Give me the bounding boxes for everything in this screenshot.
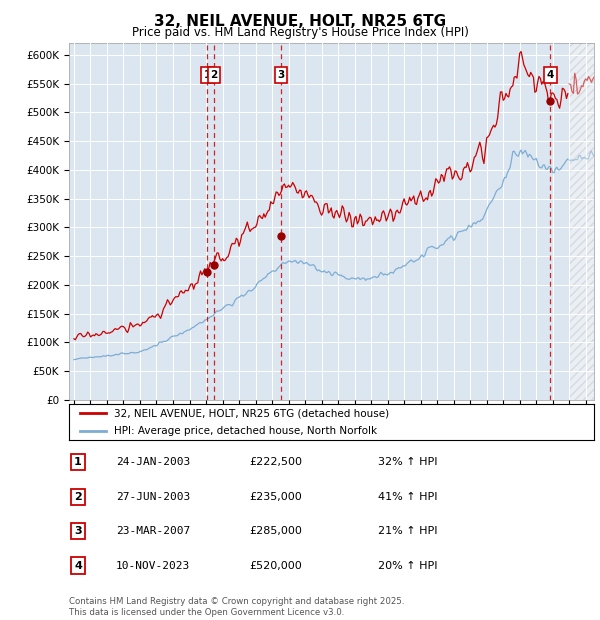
Text: 32, NEIL AVENUE, HOLT, NR25 6TG: 32, NEIL AVENUE, HOLT, NR25 6TG bbox=[154, 14, 446, 29]
Text: 21% ↑ HPI: 21% ↑ HPI bbox=[378, 526, 437, 536]
Text: £285,000: £285,000 bbox=[250, 526, 302, 536]
Text: 27-JUN-2003: 27-JUN-2003 bbox=[116, 492, 190, 502]
Text: 4: 4 bbox=[74, 560, 82, 570]
Text: Contains HM Land Registry data © Crown copyright and database right 2025.
This d: Contains HM Land Registry data © Crown c… bbox=[69, 598, 404, 617]
Text: 2: 2 bbox=[74, 492, 82, 502]
Text: 10-NOV-2023: 10-NOV-2023 bbox=[116, 560, 190, 570]
Text: £520,000: £520,000 bbox=[250, 560, 302, 570]
Bar bbox=[569, 43, 600, 400]
Text: 3: 3 bbox=[74, 526, 82, 536]
Text: Price paid vs. HM Land Registry's House Price Index (HPI): Price paid vs. HM Land Registry's House … bbox=[131, 26, 469, 39]
Text: 41% ↑ HPI: 41% ↑ HPI bbox=[378, 492, 437, 502]
Text: 1: 1 bbox=[203, 70, 211, 80]
Text: 3: 3 bbox=[278, 70, 285, 80]
Text: 32% ↑ HPI: 32% ↑ HPI bbox=[378, 458, 437, 467]
Text: 24-JAN-2003: 24-JAN-2003 bbox=[116, 458, 190, 467]
Text: £235,000: £235,000 bbox=[250, 492, 302, 502]
Text: 1: 1 bbox=[74, 458, 82, 467]
Text: 4: 4 bbox=[547, 70, 554, 80]
Text: 23-MAR-2007: 23-MAR-2007 bbox=[116, 526, 190, 536]
Text: HPI: Average price, detached house, North Norfolk: HPI: Average price, detached house, Nort… bbox=[113, 426, 377, 436]
Text: 2: 2 bbox=[211, 70, 218, 80]
Text: £222,500: £222,500 bbox=[250, 458, 302, 467]
Text: 20% ↑ HPI: 20% ↑ HPI bbox=[378, 560, 437, 570]
Text: 32, NEIL AVENUE, HOLT, NR25 6TG (detached house): 32, NEIL AVENUE, HOLT, NR25 6TG (detache… bbox=[113, 408, 389, 419]
